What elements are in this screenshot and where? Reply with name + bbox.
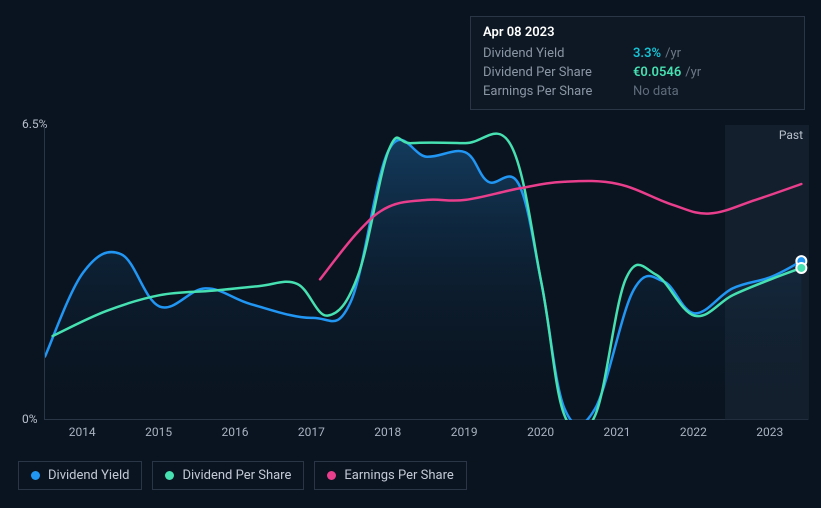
legend: Dividend Yield Dividend Per Share Earnings… [18,461,467,490]
tooltip-suffix: /yr [685,65,701,80]
tooltip-label: Dividend Yield [483,46,633,61]
legend-item[interactable]: Earnings Per Share [314,461,466,490]
x-tick-label: 2021 [604,425,631,439]
tooltip-row: Earnings Per ShareNo data [483,82,792,101]
tooltip-date: Apr 08 2023 [483,25,792,40]
tooltip-label: Earnings Per Share [483,84,633,99]
chart-tooltip: Apr 08 2023 Dividend Yield3.3%/yrDividen… [470,16,805,110]
tooltip-value: No data [633,84,679,99]
tooltip-row: Dividend Yield3.3%/yr [483,44,792,63]
x-tick-label: 2016 [222,425,249,439]
legend-label: Dividend Yield [48,468,129,483]
x-tick-label: 2015 [145,425,172,439]
tooltip-suffix: /yr [665,46,681,61]
x-tick-label: 2014 [69,425,96,439]
plot-area[interactable]: Past [44,125,808,420]
legend-item[interactable]: Dividend Per Share [152,461,304,490]
chart: 6.5%0% Past 2014201520162017201820192020… [18,105,808,445]
x-tick-label: 2020 [527,425,554,439]
legend-label: Earnings Per Share [344,468,453,483]
legend-dot-icon [31,471,40,480]
x-tick-label: 2017 [298,425,325,439]
x-tick-label: 2018 [374,425,401,439]
x-tick-label: 2022 [680,425,707,439]
tooltip-row: Dividend Per Share€0.0546/yr [483,63,792,82]
legend-item[interactable]: Dividend Yield [18,461,142,490]
legend-dot-icon [165,471,174,480]
tooltip-label: Dividend Per Share [483,65,633,80]
past-label: Past [779,128,803,142]
x-tick-label: 2023 [756,425,783,439]
legend-dot-icon [327,471,336,480]
tooltip-value: 3.3%/yr [633,46,681,61]
tooltip-value: €0.0546/yr [633,65,701,80]
x-tick-label: 2019 [451,425,478,439]
legend-label: Dividend Per Share [182,468,291,483]
end-marker-dividend_per_share [796,263,806,273]
y-tick-label: 0% [22,412,38,426]
